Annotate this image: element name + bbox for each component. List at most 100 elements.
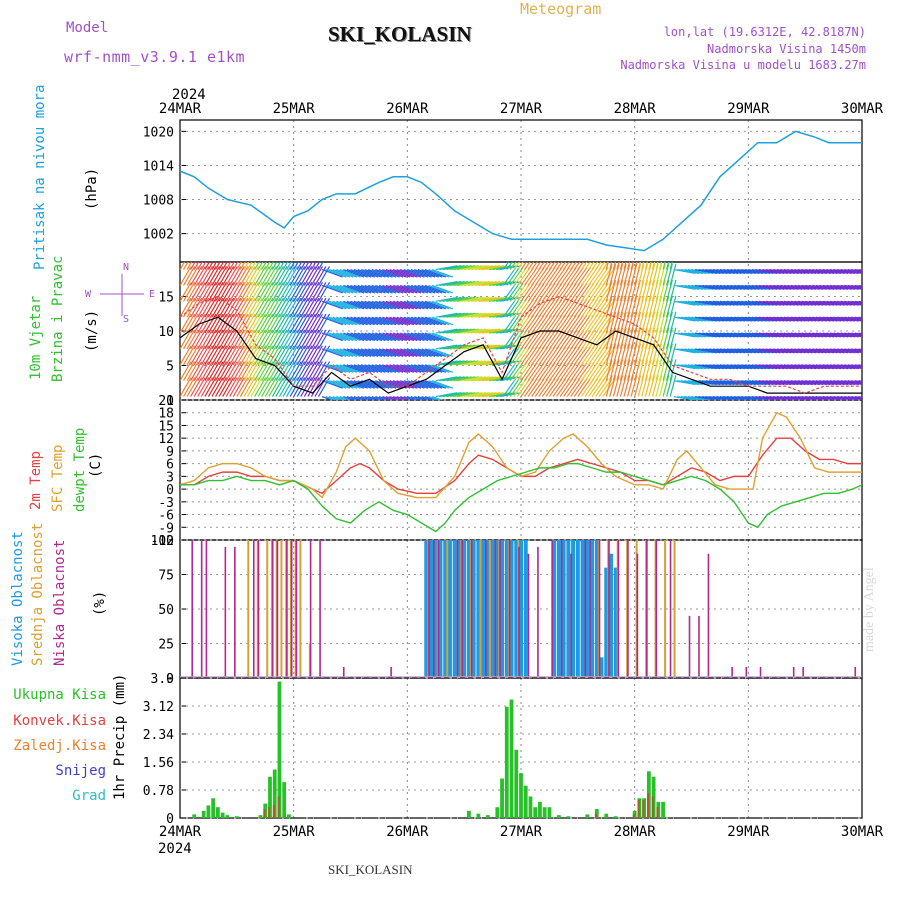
wind-barb [808, 268, 831, 275]
wind-barb [207, 281, 220, 302]
wind-barb [496, 360, 518, 366]
wind-barb [314, 281, 327, 302]
wind-barb [812, 364, 835, 370]
wind-barb [805, 268, 827, 275]
wind-barb [787, 316, 810, 322]
wind-barb [630, 359, 638, 381]
wind-barb [783, 380, 806, 386]
wind-barb [861, 333, 862, 334]
wind-barb [385, 269, 407, 278]
wind-barb [748, 316, 771, 322]
wind-barb [339, 364, 361, 373]
wind-barb [225, 281, 238, 302]
wind-barb [840, 268, 862, 274]
wind-barb [719, 395, 742, 400]
wind-barb [403, 284, 425, 294]
wind-barb [776, 380, 799, 386]
wind-barb [506, 378, 520, 397]
wind-barb [371, 269, 393, 278]
wind-barb [375, 332, 397, 342]
wind-barb [595, 362, 609, 382]
wind-barb [204, 266, 217, 286]
wind-barb [776, 348, 799, 354]
wind-barb [755, 348, 778, 354]
wind-barb [289, 361, 302, 381]
wind-barb [677, 300, 700, 306]
wind-barb [382, 395, 394, 400]
wind-barb [271, 313, 284, 334]
wind-barb [584, 330, 599, 350]
wind-barb [261, 262, 267, 270]
wind-barb [591, 330, 606, 350]
wind-barb [570, 378, 584, 397]
wind-barb [417, 269, 439, 278]
wind-barb [587, 282, 602, 302]
wind-barb [282, 266, 295, 286]
wind-barb [822, 380, 845, 386]
wind-barb [751, 332, 774, 338]
wind-barb [716, 364, 739, 370]
wind-barb [840, 348, 862, 354]
wind-barb [801, 395, 824, 400]
wind-barb [207, 361, 220, 381]
wind-barb [616, 359, 624, 381]
wind-barb [655, 264, 663, 286]
wind-barb [812, 348, 835, 354]
wind-barb [847, 380, 862, 384]
wind-barb [587, 362, 602, 382]
wind-barb [382, 300, 404, 310]
wind-barb [662, 375, 670, 397]
wind-barb [293, 377, 306, 397]
wind-barb [545, 346, 559, 366]
wind-barb [808, 395, 831, 400]
wind-barb [183, 266, 196, 286]
wind-barb [360, 380, 383, 389]
wind-barb [516, 378, 531, 397]
wind-barb [502, 267, 517, 286]
temp-tick-label: 21 [158, 394, 174, 409]
wind-barb [389, 300, 411, 310]
wind-barb [456, 392, 479, 398]
wind-barb [180, 313, 192, 334]
wind-barb [289, 262, 296, 270]
wind-barb [833, 332, 856, 338]
wind-barb [769, 364, 792, 370]
wind-barb [762, 332, 785, 338]
wind-barb [516, 282, 531, 302]
wind-barb [275, 377, 288, 397]
wind-barb [254, 266, 267, 286]
cloud-tick-label: 25 [158, 638, 174, 653]
wind-barb [655, 262, 659, 270]
precip-total-bar [485, 815, 490, 818]
wind-barb [666, 279, 673, 302]
wind-barb [403, 364, 425, 373]
wind-barb [648, 343, 656, 365]
wind-barb [364, 395, 376, 400]
wind-barb [734, 395, 756, 400]
wind-barb [478, 360, 501, 366]
wind-barb [421, 284, 443, 294]
wind-barb [239, 266, 252, 286]
wind-barb [310, 266, 323, 286]
wind-barb [805, 348, 827, 354]
compass-letter: S [123, 314, 129, 325]
wind-barb [744, 316, 767, 322]
wind-barb [538, 298, 552, 318]
wind-barb [737, 300, 760, 306]
wind-barb [808, 300, 831, 306]
wind-barb [538, 330, 552, 350]
wind-barb [371, 284, 393, 294]
wind-barb [580, 282, 595, 302]
wind-barb [225, 377, 238, 397]
wind-barb [239, 297, 252, 318]
wind-barb [587, 378, 602, 397]
wind-barb [751, 300, 774, 306]
wind-barb [548, 346, 563, 366]
temp-tick-label: 18 [158, 407, 174, 422]
temp-tick-label: 15 [158, 419, 174, 434]
wind-barb [286, 345, 299, 366]
wind-barb [282, 329, 295, 350]
wind-barb [787, 332, 810, 338]
wind-barb [211, 313, 224, 334]
precip-total-bar [258, 815, 263, 818]
